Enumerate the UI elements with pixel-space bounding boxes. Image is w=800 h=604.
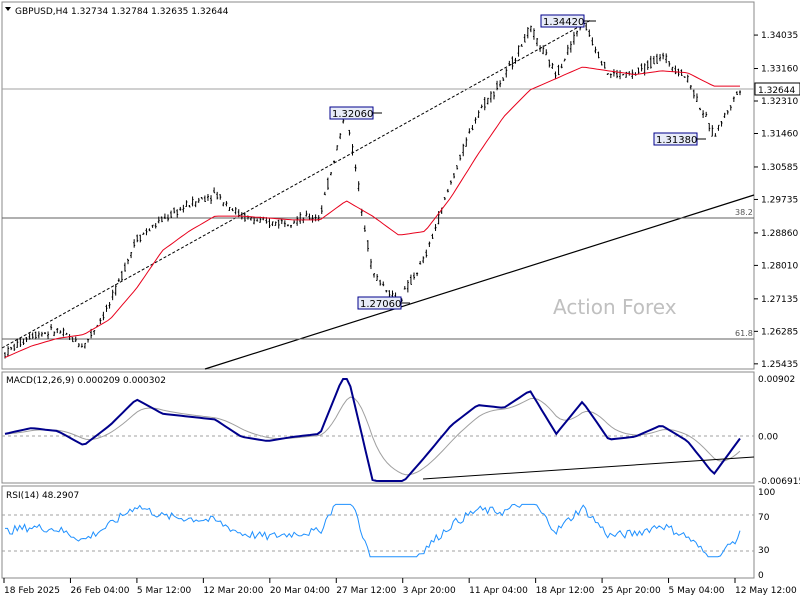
rsi-tick-label: 30 — [758, 546, 770, 556]
symbol-header: GBPUSD,H4 1.32734 1.32784 1.32635 1.3264… — [5, 7, 229, 17]
price-axis: 1.34035 1.33160 1.32310 1.31460 1.30585 1.297… — [754, 31, 798, 370]
time-tick-label: 11 Apr 04:00 — [469, 586, 528, 596]
label-swing-low-text: 1.27060 — [360, 299, 401, 310]
watermark: Action Forex — [553, 295, 677, 319]
rsi-tick-label: 70 — [758, 513, 770, 523]
macd-header: MACD(12,26,9) 0.000209 0.000302 — [6, 376, 166, 386]
price-tick-label: 1.31460 — [761, 130, 798, 140]
time-tick-label: 5 May 04:00 — [669, 586, 725, 596]
label-swing-high: 1.32060 — [329, 106, 382, 120]
label-swing-low: 1.27060 — [357, 296, 410, 310]
candles-group — [4, 16, 741, 359]
time-axis: 18 Feb 2025 26 Feb 04:00 5 Mar 12:00 12 Mar… — [3, 578, 797, 596]
price-tick-label: 1.33160 — [761, 65, 798, 75]
label-swing-high-text: 1.32060 — [332, 109, 373, 120]
macd-divergence-trendline — [422, 456, 755, 480]
price-tick-label: 1.26285 — [761, 327, 798, 337]
macd-tick-label: 0.00 — [758, 433, 778, 443]
symbol-header-text: GBPUSD,H4 1.32734 1.32784 1.32635 1.3264… — [15, 7, 229, 17]
rsi-tick-label: 0 — [758, 571, 764, 581]
time-tick-label: 12 May 12:00 — [735, 586, 797, 596]
time-tick-label: 26 Feb 04:00 — [70, 586, 129, 596]
current-price-text: 1.32644 — [758, 86, 795, 96]
label-recent-low: 1.31380 — [653, 132, 706, 146]
price-tick-label: 1.28860 — [761, 229, 798, 239]
price-tick-label: 1.29735 — [761, 195, 798, 205]
macd-panel — [1, 371, 755, 484]
fib-618-label: 61.8 — [735, 329, 753, 338]
label-high-1: 1.34420 — [540, 14, 596, 28]
rsi-line — [5, 503, 741, 558]
price-tick-label: 1.30585 — [761, 163, 798, 173]
time-tick-label: 12 Mar 20:00 — [203, 586, 263, 596]
macd-signal-line — [4, 396, 741, 476]
time-tick-label: 18 Feb 2025 — [4, 586, 60, 596]
time-tick-label: 25 Apr 20:00 — [602, 586, 661, 596]
label-high-1-text: 1.34420 — [543, 17, 584, 28]
price-tick-label: 1.34035 — [761, 31, 798, 41]
upper-dashed-trendline — [1, 19, 592, 349]
label-recent-low-text: 1.31380 — [656, 135, 697, 146]
current-price-tag: 1.32644 — [754, 82, 800, 96]
rsi-axis: 100 70 30 0 — [758, 488, 775, 581]
rsi-header: RSI(14) 48.2907 — [6, 491, 79, 501]
time-tick-label: 5 Mar 12:00 — [137, 586, 192, 596]
price-tick-label: 1.32310 — [761, 97, 798, 107]
moving-average-line — [4, 66, 740, 358]
macd-axis: 0.00902 0.00 -0.006915 — [758, 375, 800, 487]
macd-line — [4, 378, 741, 482]
price-tick-label: 1.28010 — [761, 261, 798, 271]
macd-tick-label: -0.006915 — [758, 477, 800, 487]
lower-support-trendline — [204, 194, 755, 370]
rsi-panel — [1, 485, 755, 579]
macd-tick-label: 0.00902 — [758, 375, 795, 385]
time-tick-label: 18 Apr 12:00 — [536, 586, 595, 596]
time-tick-label: 20 Mar 04:00 — [270, 586, 330, 596]
price-tick-label: 1.27135 — [761, 295, 798, 305]
time-tick-label: 27 Mar 12:00 — [336, 586, 396, 596]
fib-382-label: 38.2 — [735, 208, 753, 217]
time-tick-label: 3 Apr 20:00 — [403, 586, 456, 596]
rsi-tick-label: 100 — [758, 488, 775, 498]
price-tick-label: 1.25435 — [761, 360, 798, 370]
